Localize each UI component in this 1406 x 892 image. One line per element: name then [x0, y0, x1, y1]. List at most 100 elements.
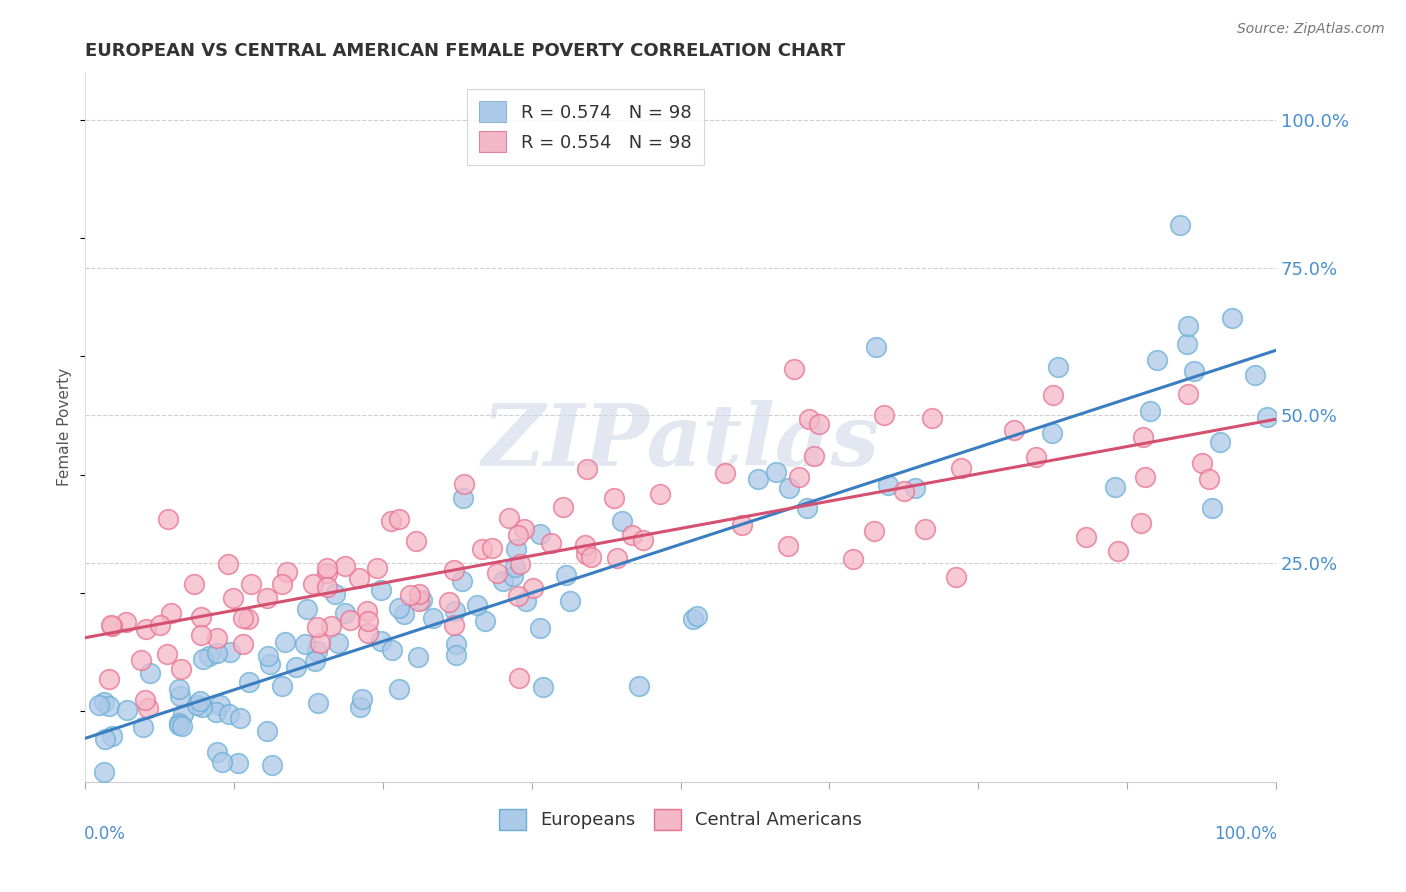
Point	[188, 694, 211, 708]
Point	[321, 619, 343, 633]
Point	[1168, 219, 1191, 233]
Text: 0.0%: 0.0%	[84, 825, 127, 843]
Y-axis label: Female Poverty: Female Poverty	[58, 368, 72, 486]
Point	[405, 534, 427, 549]
Point	[797, 412, 820, 426]
Point	[481, 541, 503, 556]
Point	[1046, 359, 1069, 374]
Point	[209, 698, 232, 712]
Point	[1133, 470, 1156, 484]
Point	[232, 611, 254, 625]
Point	[443, 618, 465, 632]
Point	[302, 577, 325, 591]
Point	[315, 566, 337, 581]
Text: Source: ZipAtlas.com: Source: ZipAtlas.com	[1237, 22, 1385, 37]
Point	[260, 758, 283, 772]
Point	[170, 662, 193, 676]
Point	[612, 514, 634, 528]
Point	[139, 665, 162, 680]
Point	[305, 644, 328, 658]
Point	[540, 536, 562, 550]
Text: 100.0%: 100.0%	[1215, 825, 1277, 843]
Point	[271, 679, 294, 693]
Point	[1025, 450, 1047, 464]
Point	[316, 580, 339, 594]
Point	[304, 654, 326, 668]
Point	[309, 636, 332, 650]
Point	[444, 648, 467, 662]
Point	[326, 636, 349, 650]
Point	[492, 574, 515, 589]
Point	[1107, 544, 1129, 558]
Point	[444, 605, 467, 619]
Point	[149, 618, 172, 632]
Point	[685, 609, 707, 624]
Point	[167, 716, 190, 731]
Point	[167, 681, 190, 696]
Point	[1209, 434, 1232, 449]
Point	[1177, 318, 1199, 333]
Point	[98, 672, 121, 686]
Point	[135, 622, 157, 636]
Point	[437, 595, 460, 609]
Point	[620, 528, 643, 542]
Point	[451, 574, 474, 588]
Point	[335, 606, 357, 620]
Point	[945, 570, 967, 584]
Point	[211, 755, 233, 769]
Point	[323, 587, 346, 601]
Point	[765, 465, 787, 479]
Point	[98, 698, 121, 713]
Point	[93, 765, 115, 780]
Point	[205, 706, 228, 720]
Point	[259, 657, 281, 671]
Point	[294, 637, 316, 651]
Point	[399, 588, 422, 602]
Point	[787, 470, 810, 484]
Point	[408, 593, 430, 607]
Point	[394, 607, 416, 622]
Point	[257, 649, 280, 664]
Point	[796, 501, 818, 516]
Point	[422, 611, 444, 625]
Point	[357, 614, 380, 628]
Point	[451, 491, 474, 505]
Point	[297, 602, 319, 616]
Point	[531, 680, 554, 694]
Point	[191, 700, 214, 714]
Point	[388, 600, 411, 615]
Point	[574, 538, 596, 552]
Point	[1243, 368, 1265, 383]
Point	[100, 618, 122, 632]
Point	[256, 724, 278, 739]
Point	[1182, 364, 1205, 378]
Point	[914, 522, 936, 536]
Point	[529, 621, 551, 635]
Point	[366, 560, 388, 574]
Point	[93, 696, 115, 710]
Point	[1139, 403, 1161, 417]
Legend: Europeans, Central Americans: Europeans, Central Americans	[492, 802, 869, 837]
Point	[172, 707, 194, 722]
Point	[471, 541, 494, 556]
Point	[131, 720, 153, 734]
Point	[349, 700, 371, 714]
Point	[228, 711, 250, 725]
Point	[842, 552, 865, 566]
Point	[522, 581, 544, 595]
Point	[576, 462, 599, 476]
Point	[776, 539, 799, 553]
Point	[602, 491, 624, 505]
Point	[207, 631, 229, 645]
Point	[1201, 501, 1223, 516]
Point	[1256, 409, 1278, 424]
Point	[217, 557, 239, 571]
Point	[205, 745, 228, 759]
Point	[1191, 456, 1213, 470]
Point	[169, 689, 191, 703]
Text: ZIPatlas: ZIPatlas	[482, 400, 880, 483]
Point	[783, 362, 806, 376]
Point	[465, 599, 488, 613]
Point	[863, 524, 886, 538]
Point	[1132, 430, 1154, 444]
